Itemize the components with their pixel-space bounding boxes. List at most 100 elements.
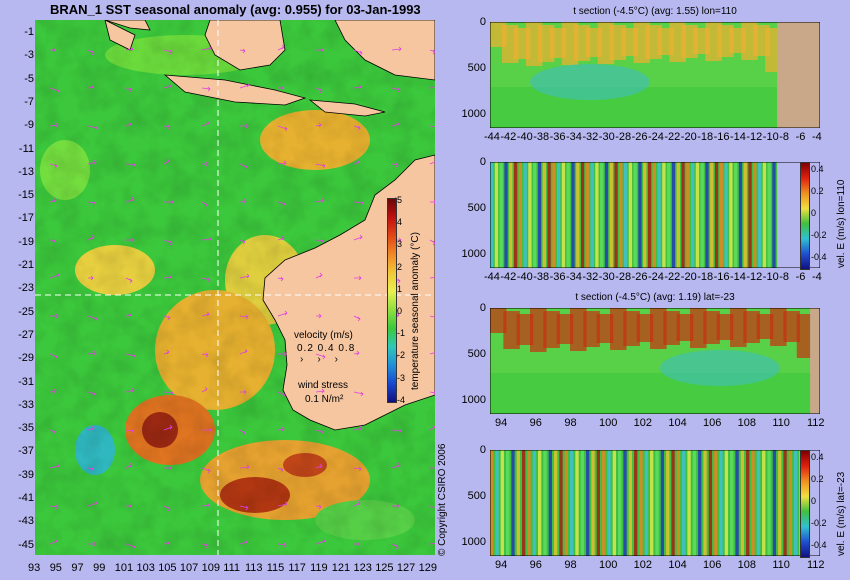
sst-anomaly-map[interactable] [35, 20, 435, 555]
velocity-vector [353, 234, 363, 241]
map-colorbar-tick: -2 [397, 350, 406, 361]
seafloor [810, 450, 820, 556]
velocity-vector [315, 87, 323, 94]
velocity-vector [353, 350, 360, 356]
panel-x-tick: -12 [746, 271, 763, 283]
panel-x-tick: -30 [598, 131, 615, 143]
panel-x-tick: -22 [664, 271, 681, 283]
wind-legend-label: wind stress [298, 380, 349, 391]
velocity-vector [315, 163, 326, 169]
map-x-tick: 95 [49, 562, 62, 574]
velocity-vector [87, 391, 96, 397]
velocity-vector [87, 200, 96, 206]
map-colorbar-tick: 1 [397, 283, 403, 294]
panel-colorbar-tick: -0.2 [811, 518, 827, 528]
panel-x-tick: -10 [762, 271, 779, 283]
velocity-vector [277, 310, 288, 317]
map-x-tick: 117 [288, 562, 306, 574]
panel-y-tick: 1000 [461, 536, 486, 548]
panel-x-tick: 102 [633, 559, 653, 571]
velocity-vector [277, 542, 287, 548]
velocity-vector [50, 47, 56, 53]
velocity-vector [88, 541, 97, 547]
velocity-vector [353, 49, 363, 56]
velocity-vector [49, 122, 59, 128]
panel-colorbar-tick: 0.4 [811, 164, 824, 174]
map-y-tick: -39 [18, 468, 34, 481]
velocity-vector [49, 429, 56, 435]
velocity-vector [430, 199, 435, 205]
velocity-vector [163, 505, 171, 512]
map-y-tick: -21 [18, 259, 34, 271]
velocity-vector [49, 504, 59, 510]
panel-title: t section (-4.5°C) (avg: 1.55) lon=110 [573, 6, 737, 17]
velocity-vector [163, 239, 173, 246]
map-y-tick: -25 [18, 305, 34, 318]
velocity-vector [201, 86, 211, 92]
panel-colorbar-tick: 0.4 [811, 452, 824, 462]
velocity-vector [239, 273, 250, 279]
velocity-vector [163, 424, 173, 431]
map-y-tick: -33 [18, 398, 34, 411]
velocity-vector [429, 315, 435, 318]
velocity-vector [125, 162, 136, 168]
panel-x-tick: 102 [633, 417, 653, 429]
panel-y-tick: 0 [479, 16, 486, 28]
velocity-vector [315, 538, 326, 545]
velocity-vector [125, 46, 134, 52]
velocity-vector [125, 428, 134, 434]
velocity-vector [391, 162, 399, 168]
velocity-vector [87, 159, 97, 165]
velocity-vector [429, 424, 435, 431]
map-colorbar-tick: 4 [397, 217, 403, 228]
panel-x-tick: -38 [533, 131, 550, 143]
panel-x-tick: -6 [795, 131, 806, 143]
panel-x-tick: -34 [566, 131, 582, 143]
section-plot[interactable] [490, 162, 820, 268]
map-colorbar-tick: 0 [397, 306, 403, 316]
velocity-vector [125, 543, 136, 550]
velocity-vector [49, 388, 57, 394]
velocity-vector [315, 197, 325, 203]
copyright-text: © Copyright CSIRO 2006 [437, 443, 448, 556]
velocity-vector [163, 349, 170, 355]
velocity-vector [430, 467, 435, 469]
velocity-vector [429, 350, 435, 355]
panel-x-tick: 94 [495, 417, 508, 429]
velocity-vector [239, 539, 248, 545]
velocity-vector [49, 538, 58, 545]
velocity-vector [239, 314, 249, 320]
velocity-vector [391, 543, 399, 550]
panel-x-tick: -38 [533, 271, 550, 283]
velocity-vector [164, 465, 172, 471]
velocity-vector [202, 161, 209, 167]
map-y-tick: -5 [24, 72, 34, 85]
section-plot[interactable] [490, 450, 820, 556]
panel-x-tick: -34 [566, 271, 582, 283]
velocity-vector [239, 82, 250, 89]
panel-x-tick: -42 [500, 271, 517, 283]
velocity-vector [87, 84, 94, 90]
velocity-vector [87, 125, 98, 131]
panel-colorbar-label: vel. E (m/s) lon=110 [836, 179, 847, 268]
panel-x-tick: 98 [564, 559, 577, 571]
panel-x-tick: -10 [762, 131, 779, 143]
section-plot[interactable] [490, 22, 820, 128]
velocity-vector [125, 196, 135, 203]
velocity-vector [50, 313, 59, 319]
section-plot[interactable] [490, 308, 820, 414]
panel-colorbar [800, 450, 810, 558]
panel-x-tick: -42 [500, 131, 517, 143]
map-x-tick: 115 [266, 562, 285, 574]
velocity-legend-label: velocity (m/s) [294, 330, 353, 341]
velocity-vector [239, 239, 246, 245]
velocity-vector [87, 500, 98, 507]
panel-x-tick: 94 [495, 559, 508, 571]
velocity-vector [49, 238, 56, 244]
velocity-vector [126, 503, 132, 509]
wind-legend-scale: 0.1 N/m² [305, 394, 344, 405]
velocity-vector [391, 87, 401, 93]
map-y-tick: -3 [24, 49, 34, 62]
velocity-vector [429, 505, 435, 509]
panel-x-tick: 110 [772, 559, 790, 571]
